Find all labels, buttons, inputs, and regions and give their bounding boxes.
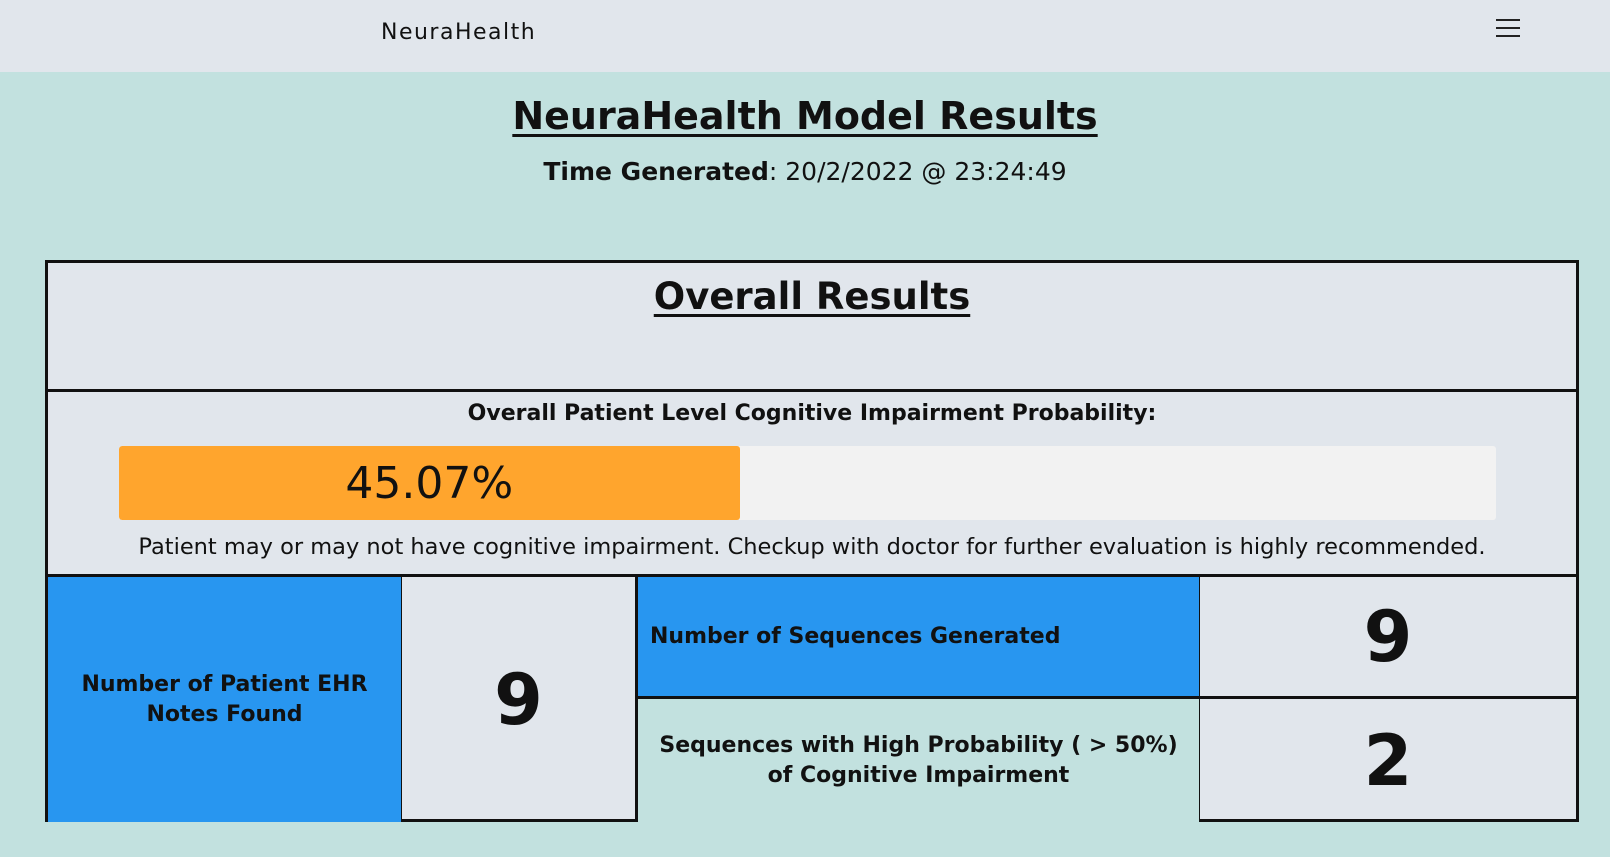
probability-progress-fill: 45.07% <box>119 446 740 520</box>
ehr-notes-value: 9 <box>402 577 638 822</box>
menu-line <box>1496 35 1520 37</box>
time-generated-label: Time Generated <box>543 157 769 186</box>
navbar: NeuraHealth <box>0 0 1610 72</box>
hamburger-menu-icon[interactable] <box>1494 16 1522 42</box>
stats-table: Number of Patient EHR Notes Found 9 Numb… <box>48 574 1576 822</box>
time-generated-value: : 20/2/2022 @ 23:24:49 <box>768 157 1067 186</box>
probability-note: Patient may or may not have cognitive im… <box>138 534 1486 560</box>
probability-section: Overall Patient Level Cognitive Impairme… <box>48 389 1576 574</box>
probability-percentage: 45.07% <box>345 457 514 509</box>
overall-results-title: Overall Results <box>653 275 971 318</box>
overall-results-header: Overall Results <box>48 263 1576 392</box>
menu-line <box>1496 19 1520 21</box>
brand-link[interactable]: NeuraHealth <box>381 20 537 45</box>
probability-progress-bar: 45.07% <box>119 446 1496 520</box>
probability-label: Overall Patient Level Cognitive Impairme… <box>467 401 1157 426</box>
page-title: NeuraHealth Model Results <box>512 94 1098 138</box>
time-generated: Time Generated: 20/2/2022 @ 23:24:49 <box>0 157 1610 186</box>
high-probability-sequences-label: Sequences with High Probability ( > 50%)… <box>638 699 1200 822</box>
menu-line <box>1496 27 1520 29</box>
ehr-notes-label: Number of Patient EHR Notes Found <box>48 577 402 822</box>
results-panel: Overall Results Overall Patient Level Co… <box>45 260 1579 822</box>
sequences-generated-label: Number of Sequences Generated <box>638 577 1200 699</box>
high-probability-sequences-value: 2 <box>1363 719 1413 802</box>
sequences-generated-value: 9 <box>1200 577 1576 699</box>
